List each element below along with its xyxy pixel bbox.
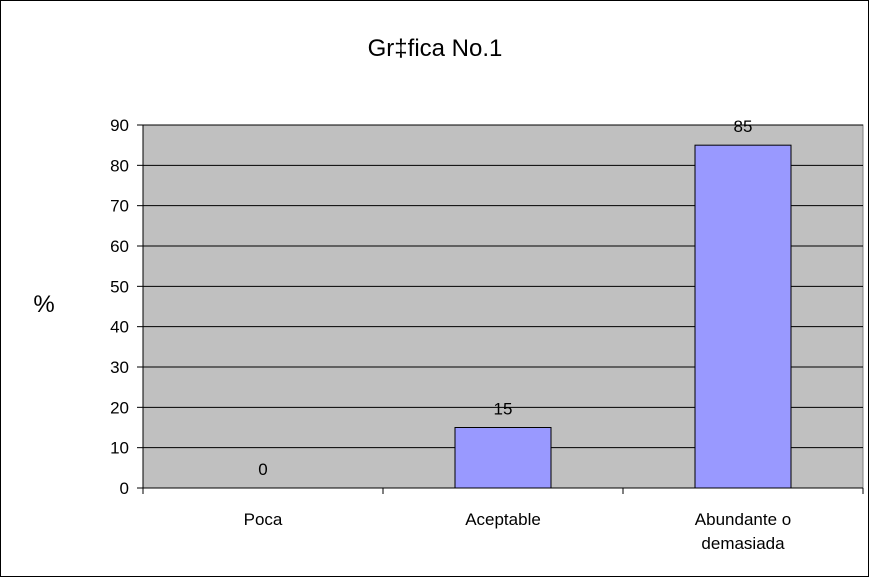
x-category-label: demasiada [701,534,785,553]
y-tick-label: 30 [110,358,129,377]
y-tick-label: 20 [110,398,129,417]
axes [137,124,864,494]
x-category-label: Poca [244,510,283,529]
x-category-label: Abundante o [695,510,791,529]
y-tick-label: 0 [120,479,129,498]
y-axis-label: % [33,291,54,318]
chart-title: Gr‡fica No.1 [368,35,503,62]
y-tick-label: 10 [110,439,129,458]
bar [694,144,792,489]
y-tick-label: 50 [110,277,129,296]
data-label: 85 [734,117,753,136]
y-tick-label: 70 [110,197,129,216]
y-tick-label: 80 [110,156,129,175]
data-label: 0 [258,460,267,479]
bar [454,427,552,489]
y-tick-label: 90 [110,116,129,135]
y-tick-label: 40 [110,318,129,337]
data-label: 15 [494,400,513,419]
y-tick-label: 60 [110,237,129,256]
labels: 0 10 20 30 40 50 60 70 80 90 0 Poca 15 Aceptable 85 Abu… [110,116,791,553]
bars [454,144,792,489]
x-category-label: Aceptable [465,510,541,529]
